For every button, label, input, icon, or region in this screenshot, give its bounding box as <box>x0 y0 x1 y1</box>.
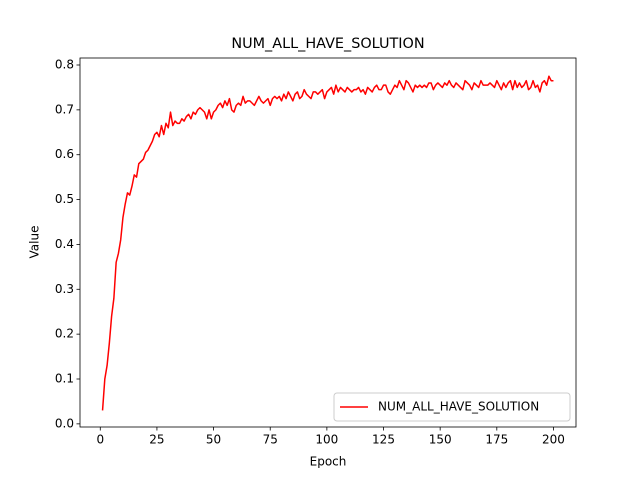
y-tick-label: 0.1 <box>55 372 74 386</box>
legend-box <box>333 392 571 422</box>
legend-label: NUM_ALL_HAVE_SOLUTION <box>378 400 539 414</box>
y-tick-label: 0.6 <box>55 147 74 161</box>
y-tick-label: 0.3 <box>55 282 74 296</box>
plot-area <box>79 57 577 428</box>
x-axis-label: Epoch <box>310 455 347 469</box>
y-tick-label: 0.7 <box>55 102 74 116</box>
y-tick-label: 0.4 <box>55 237 74 251</box>
x-tick-label: 200 <box>542 433 565 447</box>
y-tick-label: 0.2 <box>55 327 74 341</box>
chart-title: NUM_ALL_HAVE_SOLUTION <box>231 36 424 52</box>
x-tick-label: 50 <box>206 433 221 447</box>
y-tick-label: 0.8 <box>55 57 74 71</box>
x-tick-label: 100 <box>315 433 338 447</box>
x-tick-label: 25 <box>149 433 164 447</box>
x-tick-label: 150 <box>429 433 452 447</box>
y-tick-label: 0.0 <box>55 416 74 430</box>
x-tick-label: 125 <box>372 433 395 447</box>
x-tick-label: 0 <box>96 433 104 447</box>
y-axis-label: Value <box>28 226 42 259</box>
y-tick-label: 0.5 <box>55 192 74 206</box>
x-tick-label: 175 <box>485 433 508 447</box>
line-series <box>101 75 554 411</box>
x-tick-label: 75 <box>263 433 278 447</box>
